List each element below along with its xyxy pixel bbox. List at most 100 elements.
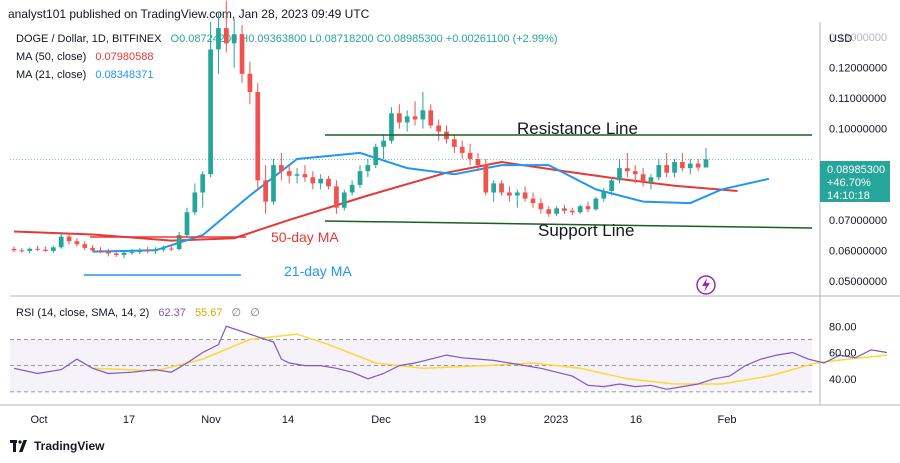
candle-body	[90, 247, 95, 251]
price-tick-label: 0.10000000	[829, 124, 887, 136]
candle-body	[585, 206, 591, 210]
ma21-annotation: 21-day MA	[284, 263, 352, 279]
candle-body	[137, 250, 143, 252]
price-badge-countdown: 14:10:18	[827, 190, 870, 202]
candle	[43, 246, 48, 252]
candle-body	[27, 248, 33, 251]
candle-body	[452, 139, 457, 147]
candle	[656, 159, 662, 181]
price-chart[interactable]: 0.13000000 0.12000000 0.11000000 0.10000000…	[0, 0, 900, 435]
candle-body	[420, 110, 426, 120]
candle-body	[522, 192, 528, 199]
tradingview-logo-icon	[10, 440, 27, 452]
support-line[interactable]	[324, 220, 813, 229]
candle	[703, 148, 709, 168]
price-badge-price: 0.08985300	[827, 164, 885, 176]
candle-body	[687, 163, 693, 169]
candle	[341, 189, 347, 211]
candle	[11, 246, 17, 252]
candle	[286, 165, 292, 184]
candle	[546, 206, 552, 217]
candle	[499, 180, 504, 196]
time-tick-label: 14	[282, 414, 294, 426]
candle-body	[617, 168, 622, 181]
candle	[192, 183, 198, 216]
candle	[255, 82, 261, 190]
candle	[349, 180, 355, 196]
candle-body	[365, 165, 371, 172]
rsi-label: RSI (14, close, SMA, 14, 2)	[16, 307, 150, 319]
candle	[263, 165, 268, 214]
candle	[153, 247, 158, 254]
candle-body	[530, 198, 536, 204]
candle	[632, 165, 638, 184]
ma21-value: 0.08348371	[95, 69, 154, 81]
candle-body	[294, 174, 300, 176]
candle-body	[396, 113, 402, 123]
candle	[577, 204, 583, 214]
footer-brand[interactable]: TradingView	[10, 439, 104, 453]
symbol-label: DOGE / Dollar, 1D, BITFINEX	[16, 33, 162, 45]
candle-body	[19, 250, 25, 252]
candle-body	[82, 244, 88, 248]
candle-body	[640, 174, 646, 182]
legend-symbol-row: DOGE / Dollar, 1D, BITFINEX O0.08724200 …	[16, 33, 558, 45]
candle	[436, 119, 441, 141]
candle	[617, 159, 622, 184]
candle-body	[208, 49, 213, 175]
candle	[585, 201, 591, 213]
candle-body	[192, 192, 198, 213]
candle-body	[106, 251, 111, 254]
legend-ma50-row: MA (50, close) 0.07980588	[16, 51, 154, 63]
candle	[279, 152, 284, 181]
resistance-annotation: Resistance Line	[517, 119, 638, 138]
time-tick-label: Dec	[371, 414, 391, 426]
lightning-icon[interactable]	[696, 275, 716, 295]
candle	[381, 134, 386, 159]
candle	[538, 198, 544, 214]
candle-body	[467, 152, 473, 159]
candle-body	[263, 180, 268, 202]
candle-body	[113, 253, 119, 255]
candle	[680, 152, 685, 172]
candle-body	[475, 159, 481, 166]
candle	[208, 22, 213, 178]
price-tick-label: 0.11000000	[829, 93, 886, 105]
candle	[161, 245, 166, 252]
candle	[19, 247, 25, 253]
candle-body	[334, 186, 339, 208]
candle	[216, 12, 221, 74]
candle	[302, 165, 308, 182]
rsi-sma-value: 55.67	[194, 307, 223, 319]
ma21-label: MA (21, close)	[16, 69, 87, 81]
candle	[106, 248, 111, 257]
candle	[695, 159, 701, 172]
time-tick-label: Oct	[30, 414, 47, 426]
candle	[475, 152, 481, 172]
candle	[35, 245, 40, 251]
candle	[74, 238, 80, 247]
rsi-na-2: ∅	[250, 307, 260, 319]
candle-body	[412, 116, 418, 120]
candle-body	[357, 171, 363, 185]
candle	[184, 207, 190, 239]
candle	[318, 174, 324, 190]
rsi-na-1: ∅	[231, 307, 242, 319]
candle	[113, 250, 119, 258]
time-tick-label: 19	[474, 414, 486, 426]
candle	[168, 244, 174, 251]
candle-body	[546, 209, 552, 214]
candle	[491, 180, 497, 202]
candle-body	[279, 165, 284, 172]
candle	[145, 246, 151, 254]
candle-body	[326, 178, 331, 187]
candle-body	[577, 206, 583, 213]
time-tick-label: Feb	[718, 414, 737, 426]
candle-body	[176, 235, 182, 250]
publish-header: analyst101 published on TradingView.com,…	[8, 7, 370, 21]
support-annotation: Support Line	[538, 221, 634, 240]
candle	[687, 159, 693, 175]
candle-body	[231, 34, 237, 44]
candle-body	[373, 146, 379, 166]
candle-body	[129, 251, 135, 253]
